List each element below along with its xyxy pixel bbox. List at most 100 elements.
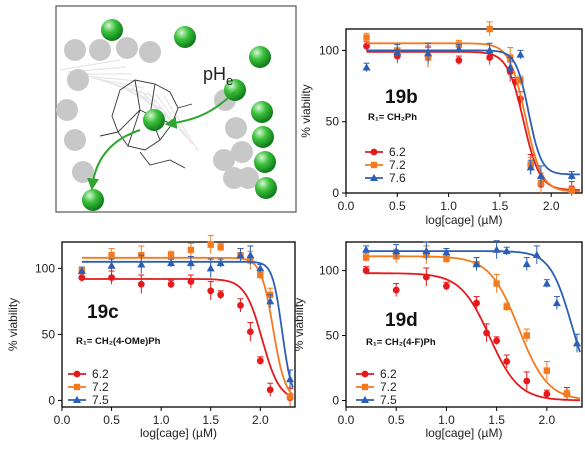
legend-label: 6.2 (92, 367, 109, 381)
legend: 6.27.27.6 (365, 145, 406, 185)
data-point-6.2 (455, 56, 463, 64)
data-point-7.5 (77, 266, 86, 275)
lipid-tail (59, 59, 121, 71)
y-tick-label: 0 (332, 186, 339, 200)
substituent-label: R₁= CH₂Ph (368, 112, 417, 123)
legend-marker (370, 148, 378, 156)
x-tick-label: 0.5 (388, 413, 405, 427)
data-point-7.5 (392, 246, 401, 255)
data-point-6.2 (362, 267, 370, 274)
data-point-6.2 (443, 282, 450, 290)
plot-frame (345, 241, 583, 408)
legend-marker (73, 395, 81, 403)
data-point-6.2 (78, 274, 86, 282)
data-point-7.6 (506, 63, 515, 71)
green-sphere (174, 26, 196, 48)
plot-frame (345, 28, 583, 194)
lipid-head (231, 141, 253, 163)
compound-label: 19c (87, 302, 119, 323)
y-tick-label: 0 (48, 393, 55, 407)
lipid-head (67, 69, 89, 91)
x-tick-label: 0.0 (338, 199, 355, 213)
fit-curve-7.5 (81, 260, 294, 388)
data-point-6.2 (187, 278, 195, 285)
data-point-7.5 (522, 259, 531, 268)
data-point-6.2 (217, 291, 225, 299)
y-tick-label: 50 (42, 327, 56, 341)
data-point-7.5 (266, 297, 275, 305)
data-point-7.5 (362, 245, 371, 253)
data-point-7.5 (216, 258, 225, 267)
compound-label: 19d (385, 310, 418, 331)
data-point-7.2 (362, 254, 370, 261)
data-point-6.2 (392, 286, 400, 294)
data-point-6.2 (422, 273, 430, 281)
lipid-head (223, 167, 245, 189)
lipid-head (64, 39, 86, 61)
data-point-7.6 (516, 50, 525, 58)
green-sphere (254, 151, 276, 173)
y-axis-label: % viability (292, 298, 306, 351)
x-tick-label: 0.5 (103, 413, 120, 427)
data-point-7.2 (563, 390, 571, 398)
data-point-6.2 (256, 357, 264, 365)
legend-label: 7.2 (380, 380, 397, 394)
data-point-7.2 (363, 34, 370, 41)
lipid-head (64, 129, 86, 151)
data-point-7.5 (532, 250, 541, 258)
data-point-7.5 (256, 264, 265, 272)
x-tick-label: 1.0 (438, 413, 455, 427)
data-point-7.2 (207, 241, 214, 248)
data-point-7.6 (567, 171, 576, 179)
fit-curve-7.5 (366, 250, 581, 353)
data-point-7.5 (286, 375, 295, 383)
fit-curve-6.2 (366, 50, 580, 191)
green-sphere (255, 177, 277, 199)
data-point-7.6 (393, 47, 402, 55)
data-point-6.2 (503, 358, 511, 365)
data-point-6.2 (207, 287, 215, 295)
x-tick-label: 0.5 (389, 199, 406, 213)
data-point-7.2 (443, 255, 450, 263)
data-point-7.2 (217, 244, 224, 251)
plot-frame (61, 241, 296, 408)
data-point-7.5 (236, 251, 245, 259)
data-point-6.2 (493, 337, 501, 345)
cage-molecule (99, 79, 193, 169)
data-point-7.2 (167, 252, 175, 259)
legend-marker (370, 173, 378, 181)
data-point-6.2 (108, 274, 115, 282)
data-point-7.5 (492, 245, 501, 253)
data-point-7.6 (526, 163, 535, 171)
data-point-7.5 (422, 246, 431, 255)
data-point-7.2 (543, 367, 551, 374)
y-axis-label: % viability (6, 298, 20, 351)
x-tick-label: 1.5 (488, 413, 505, 427)
data-point-7.5 (206, 264, 215, 272)
legend-label: 7.6 (389, 171, 406, 185)
data-point-7.6 (424, 49, 433, 57)
y-tick-label: 50 (326, 329, 340, 343)
ph-label-main: pH (203, 64, 226, 84)
lipid-head (213, 149, 235, 171)
data-point-6.2 (523, 377, 531, 385)
data-point-7.6 (362, 63, 371, 71)
x-tick-label: 1.5 (492, 199, 509, 213)
data-point-7.2 (503, 303, 510, 311)
legend-label: 6.2 (380, 367, 397, 381)
chart-19b: 0.0 0.5 1.0 1.5 2.0 0 50 100 log[cage] (µM) % via… (299, 21, 583, 227)
data-point-7.2 (486, 25, 493, 33)
x-axis-label: log[cage] (µM) (140, 426, 217, 440)
data-point-7.5 (246, 251, 255, 259)
legend-marker (361, 383, 369, 391)
fit-curve-7.2 (366, 255, 581, 400)
legend-label: 7.2 (389, 158, 406, 172)
data-point-6.2 (266, 386, 274, 394)
data-point-7.2 (108, 252, 115, 259)
data-point-7.5 (502, 246, 511, 255)
data-point-7.2 (493, 280, 500, 287)
y-tick-label: 100 (35, 261, 55, 275)
substituent-label: R₁= CH₂(4-F)Ph (366, 337, 436, 348)
x-tick-label: 0.0 (338, 413, 355, 427)
